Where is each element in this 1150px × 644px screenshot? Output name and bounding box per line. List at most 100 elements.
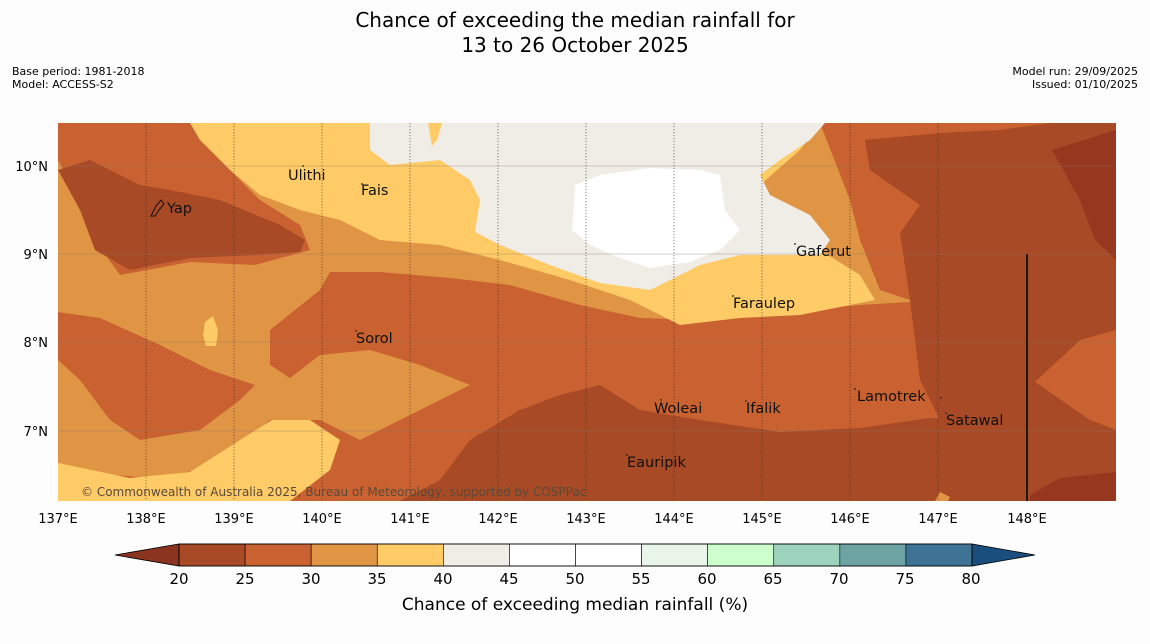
copyright-notice: © Commonwealth of Australia 2025, Bureau… <box>81 485 586 499</box>
place-label-fais: Fais <box>361 183 388 199</box>
colorbar-label: 30 <box>301 570 320 588</box>
island-dot <box>361 183 363 185</box>
field-35-spot-sw <box>935 492 950 501</box>
colorbar-label: 20 <box>169 570 188 588</box>
colorbar-cell <box>244 543 312 567</box>
field-35-left <box>58 420 340 501</box>
colorbar: 20 25 30 35 40 45 50 55 60 65 70 75 80 C… <box>114 543 1036 615</box>
place-label-faraulep: Faraulep <box>733 296 795 312</box>
island-dot <box>794 243 796 245</box>
lat-tick-labels: 10°N 9°N 8°N 7°N <box>15 160 48 440</box>
place-label-ifalik: Ifalik <box>746 401 781 417</box>
island-dot <box>854 388 856 390</box>
colorbar-cell <box>839 543 907 567</box>
grid-lat-lines <box>58 165 1116 432</box>
model-name: Model: ACCESS-S2 <box>12 78 114 91</box>
colorbar-cell <box>376 543 444 567</box>
place-label-gaferut: Gaferut <box>796 244 851 260</box>
place-label-woleai: Woleai <box>654 401 702 417</box>
lon-tick: 146°E <box>830 512 870 527</box>
field-25-lower-left <box>58 312 255 440</box>
grid-lines <box>145 123 939 501</box>
island-dot <box>940 397 942 399</box>
place-label-yap: Yap <box>166 201 192 217</box>
field-35-spot <box>203 316 218 346</box>
colorbar-label: 35 <box>367 570 386 588</box>
lon-tick: 139°E <box>214 512 254 527</box>
colorbar-label: 70 <box>829 570 848 588</box>
colorbar-label: 40 <box>433 570 452 588</box>
field-20-east <box>865 123 1116 501</box>
field-20-south <box>400 385 1116 501</box>
colorbar-cell <box>443 543 510 567</box>
lon-tick: 144°E <box>654 512 694 527</box>
meta-left: Base period: 1981-2018 Model: ACCESS-S2 <box>12 65 144 91</box>
island-dot <box>732 295 734 297</box>
lat-tick: 7°N <box>24 425 49 440</box>
colorbar-cell <box>905 543 973 567</box>
island-dot <box>302 165 304 167</box>
meta-right: Model run: 29/09/2025 Issued: 01/10/2025 <box>1012 65 1138 91</box>
colorbar-title: Chance of exceeding median rainfall (%) <box>402 595 748 615</box>
colorbar-cells <box>178 543 973 567</box>
lon-tick: 141°E <box>390 512 430 527</box>
colorbar-label: 80 <box>961 570 980 588</box>
colorbar-label: 60 <box>697 570 716 588</box>
lat-tick: 9°N <box>24 248 49 263</box>
island-dot <box>745 400 747 402</box>
place-label-eauripik: Eauripik <box>627 455 686 471</box>
island-dot <box>626 454 628 456</box>
colorbar-label: 65 <box>763 570 782 588</box>
lon-tick: 147°E <box>918 512 958 527</box>
colorbar-label: 25 <box>235 570 254 588</box>
chart-title: Chance of exceeding the median rainfall … <box>0 8 1150 58</box>
colorbar-label: 75 <box>895 570 914 588</box>
base-period: Base period: 1981-2018 <box>12 65 145 78</box>
colorbar-cell <box>509 543 576 567</box>
place-label-ulithi: Ulithi <box>288 168 326 184</box>
colorbar-cell <box>178 543 246 567</box>
rainfall-field <box>58 123 1116 501</box>
model-run: Model run: 29/09/2025 <box>1012 65 1138 78</box>
colorbar-cell <box>773 543 841 567</box>
place-label-sorol: Sorol <box>356 331 393 347</box>
island-dot <box>660 399 662 401</box>
field-40-cut <box>428 123 442 146</box>
lon-tick: 140°E <box>302 512 342 527</box>
title-line-1: Chance of exceeding the median rainfall … <box>355 8 795 32</box>
lat-tick: 10°N <box>15 160 48 175</box>
field-15-se <box>1030 472 1116 501</box>
field-45 <box>572 168 740 268</box>
colorbar-cell <box>310 543 378 567</box>
place-label-lamotrek: Lamotrek <box>857 389 926 405</box>
field-15-east <box>1052 130 1116 260</box>
island-markers <box>150 165 947 456</box>
yap-island-shape <box>150 199 165 217</box>
colorbar-cell <box>641 543 708 567</box>
colorbar-label: 45 <box>499 570 518 588</box>
issued-date: Issued: 01/10/2025 <box>1031 78 1138 91</box>
title-line-2: 13 to 26 October 2025 <box>461 33 689 57</box>
colorbar-under-arrow <box>114 543 180 567</box>
lon-tick: 138°E <box>126 512 166 527</box>
island-dot <box>355 330 357 332</box>
colorbar-labels: 20 25 30 35 40 45 50 55 60 65 70 75 80 <box>169 570 980 588</box>
colorbar-label: 50 <box>565 570 584 588</box>
lon-tick: 137°E <box>38 512 78 527</box>
lon-tick: 145°E <box>742 512 782 527</box>
lon-tick: 148°E <box>1007 512 1047 527</box>
colorbar-frame <box>178 543 973 567</box>
place-label-satawal: Satawal <box>946 413 1003 429</box>
lon-tick: 143°E <box>566 512 606 527</box>
lon-tick: 142°E <box>478 512 518 527</box>
island-dot <box>945 412 947 414</box>
colorbar-cell <box>707 543 775 567</box>
place-labels: Yap Ulithi Fais Gaferut Faraulep Sorol W… <box>166 168 1003 471</box>
colorbar-over-arrow <box>971 543 1036 567</box>
colorbar-cell <box>575 543 642 567</box>
colorbar-label: 55 <box>631 570 650 588</box>
field-20-yap <box>58 160 305 270</box>
lat-tick: 8°N <box>24 336 49 351</box>
lon-tick-labels: 137°E 138°E 139°E 140°E 141°E 142°E 143°… <box>38 512 1047 527</box>
